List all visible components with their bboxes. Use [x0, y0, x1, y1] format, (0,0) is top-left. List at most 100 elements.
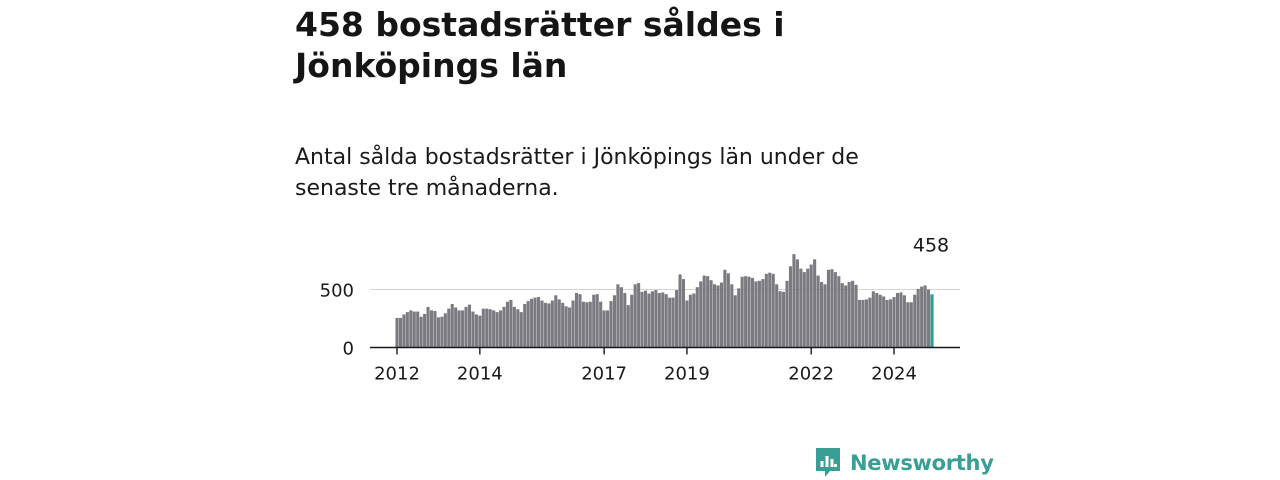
- bar: [395, 317, 399, 348]
- bar: [740, 276, 744, 348]
- bar: [543, 302, 547, 348]
- bar: [581, 301, 585, 348]
- bar: [568, 307, 572, 348]
- y-tick-label: 500: [320, 281, 354, 302]
- bar: [574, 292, 579, 348]
- x-tick-label: 2014: [457, 364, 503, 385]
- bar: [416, 311, 420, 348]
- bar: [398, 317, 402, 348]
- bar: [664, 294, 668, 348]
- brand-name: Newsworthy: [850, 451, 994, 475]
- bar: [806, 268, 810, 348]
- bar: [716, 285, 720, 348]
- bar: [675, 290, 679, 348]
- bar: [623, 292, 627, 348]
- bar: [761, 279, 765, 348]
- bar: [606, 310, 610, 348]
- bar: [733, 295, 737, 348]
- bar: [782, 291, 786, 348]
- bar: [764, 273, 768, 348]
- bar: [616, 284, 620, 348]
- bar: [647, 293, 651, 348]
- bar: [402, 314, 406, 348]
- bar: [488, 309, 492, 348]
- bar: [519, 312, 523, 348]
- bar: [481, 308, 485, 348]
- bar: [719, 282, 723, 348]
- bar: [485, 308, 489, 348]
- bar: [895, 292, 900, 348]
- bar: [799, 268, 803, 348]
- brand[interactable]: Newsworthy: [814, 446, 994, 480]
- bar: [792, 254, 796, 348]
- bar: [892, 297, 896, 348]
- bar: [875, 292, 879, 348]
- bar: [868, 297, 872, 348]
- bar: [612, 295, 616, 348]
- bar: [757, 280, 761, 348]
- bar: [695, 287, 699, 348]
- bar: [557, 299, 561, 348]
- bar: [643, 290, 648, 348]
- bar: [554, 295, 558, 348]
- bar: [754, 281, 758, 348]
- bar: [726, 273, 730, 348]
- bar: [471, 311, 475, 348]
- bar: [857, 299, 862, 348]
- bar: [851, 280, 855, 348]
- bar: [585, 302, 589, 348]
- bar: [467, 304, 472, 348]
- bar: [681, 279, 686, 348]
- bar: [588, 301, 592, 348]
- bar: [474, 314, 478, 348]
- bar: [899, 292, 903, 348]
- bar: [775, 284, 779, 348]
- chart-title: 458 bostadsrätter såldes i Jönköpings lä…: [295, 5, 785, 85]
- bar: [688, 294, 692, 348]
- bar: [578, 294, 582, 348]
- bar: [847, 281, 851, 348]
- bar: [750, 277, 755, 348]
- bar: [516, 309, 520, 348]
- bar: [512, 306, 516, 348]
- bar: [630, 294, 634, 348]
- bar: [778, 291, 782, 348]
- bar: [450, 304, 454, 348]
- bar: [405, 312, 409, 348]
- bar: [547, 303, 551, 348]
- bar: [461, 310, 465, 348]
- x-tick-label: 2019: [664, 364, 710, 385]
- x-tick-label: 2017: [581, 364, 627, 385]
- bar: [823, 284, 827, 348]
- bar: [927, 289, 931, 348]
- bar: [502, 306, 506, 348]
- bar: [626, 305, 630, 348]
- bar: [864, 299, 868, 348]
- bar: [478, 315, 482, 348]
- bar: [440, 316, 444, 348]
- bar: [550, 300, 554, 348]
- bar: [813, 259, 817, 348]
- bar: [885, 299, 889, 348]
- bar: [788, 266, 793, 348]
- bar: [923, 285, 927, 348]
- bar: [530, 298, 534, 348]
- bar: [526, 301, 530, 348]
- bar: [654, 290, 658, 348]
- bar: [533, 297, 537, 348]
- bar: [747, 276, 751, 348]
- bar: [447, 308, 451, 348]
- bar: [854, 284, 858, 348]
- bar: [837, 276, 841, 348]
- bar: [564, 306, 568, 348]
- bar: [702, 275, 706, 348]
- bar: [412, 311, 416, 348]
- bar: [637, 283, 641, 348]
- bar: [709, 280, 713, 348]
- bar: [692, 293, 696, 348]
- bar: [495, 312, 499, 348]
- bar: [706, 276, 710, 348]
- bar: [671, 297, 675, 348]
- bar: [678, 274, 682, 348]
- x-tick-label: 2012: [374, 364, 420, 385]
